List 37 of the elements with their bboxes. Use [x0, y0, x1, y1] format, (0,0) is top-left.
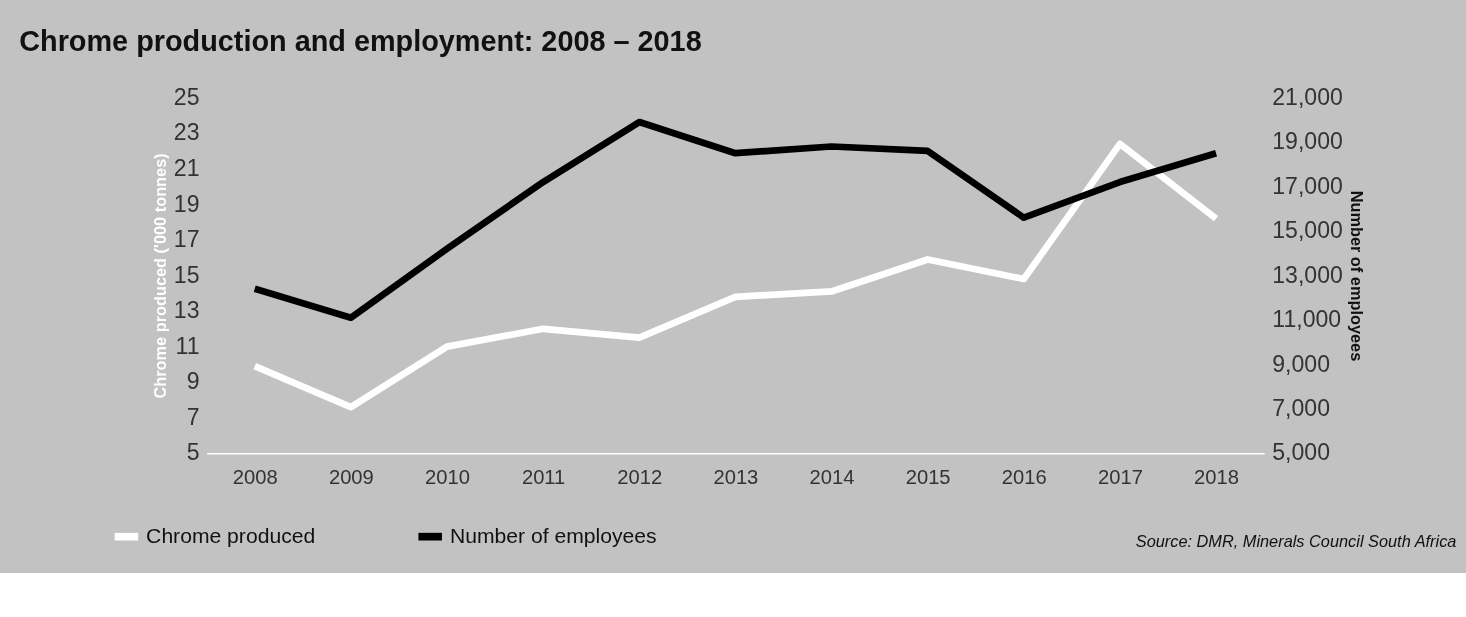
source-note: Source: DMR, Minerals Council South Africa [1135, 531, 1457, 550]
legend-label: Number of employees [449, 524, 657, 548]
y-tick-label: 13 [173, 297, 200, 324]
x-tick-label: 2012 [617, 465, 663, 488]
legend-label: Chrome produced [146, 524, 316, 548]
y-tick-label: 17 [173, 226, 200, 253]
x-tick-label: 2013 [713, 465, 759, 488]
y-tick-label: 5 [186, 439, 200, 466]
y-tick-label: 7 [186, 403, 200, 430]
y2-tick-label: 13,000 [1272, 261, 1343, 288]
y2-tick-label: 19,000 [1272, 128, 1343, 155]
chart-title: Chrome production and employment: 2008 – 2018 [19, 25, 702, 58]
x-tick-label: 2016 [1001, 465, 1047, 488]
y2-tick-label: 21,000 [1272, 83, 1343, 110]
x-tick-label: 2017 [1097, 465, 1143, 488]
x-tick-label: 2018 [1194, 465, 1239, 488]
x-tick-label: 2014 [809, 465, 855, 488]
y2-tick-label: 5,000 [1272, 439, 1331, 466]
y-tick-label: 21 [173, 154, 200, 181]
y2-tick-label: 9,000 [1272, 350, 1331, 377]
y-tick-label: 25 [173, 83, 200, 110]
x-tick-label: 2008 [232, 465, 278, 488]
y-tick-label: 9 [186, 368, 200, 395]
y-tick-label: 23 [173, 119, 200, 146]
y2-tick-label: 7,000 [1272, 395, 1331, 422]
y2-tick-label: 17,000 [1272, 172, 1343, 199]
x-tick-label: 2011 [521, 465, 566, 488]
y2-tick-label: 11,000 [1272, 306, 1342, 333]
x-tick-label: 2010 [425, 465, 470, 488]
y2-tick-label: 15,000 [1272, 217, 1343, 244]
y2-axis-title: Number of employees [1347, 190, 1366, 362]
x-tick-label: 2015 [905, 465, 951, 488]
y-axis-title: Chrome produced ('000 tonnes) [151, 153, 170, 399]
x-tick-label: 2009 [328, 465, 374, 488]
y-tick-label: 11 [175, 332, 200, 359]
y-tick-label: 19 [173, 190, 200, 217]
y-tick-label: 15 [173, 261, 200, 288]
